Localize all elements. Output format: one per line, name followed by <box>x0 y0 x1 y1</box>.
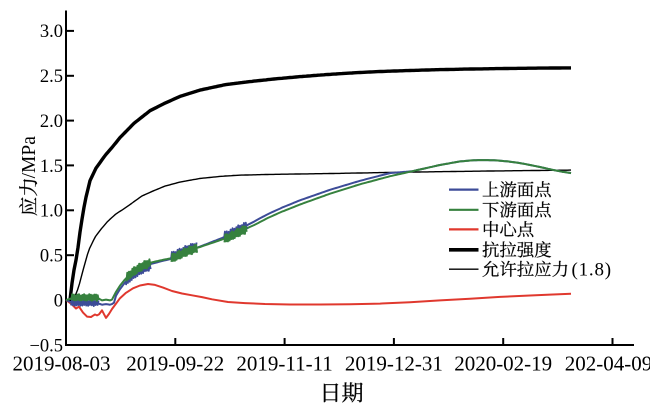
svg-text:2019-09-22: 2019-09-22 <box>126 352 224 376</box>
svg-text:(1.8): (1.8) <box>572 260 612 281</box>
svg-text:1.0: 1.0 <box>40 202 63 222</box>
svg-text:/MPa: /MPa <box>19 136 40 179</box>
svg-text:2019-12-31: 2019-12-31 <box>345 352 443 376</box>
svg-text:2019-08-03: 2019-08-03 <box>13 352 111 376</box>
svg-text:0: 0 <box>54 291 63 311</box>
svg-text:3.0: 3.0 <box>40 22 63 42</box>
svg-text:0.5: 0.5 <box>40 246 63 266</box>
svg-text:202-04-09: 202-04-09 <box>565 352 650 376</box>
svg-text:2.5: 2.5 <box>40 67 63 87</box>
svg-text:2019-11-11: 2019-11-11 <box>236 352 332 376</box>
svg-text:2020-02-19: 2020-02-19 <box>454 352 552 376</box>
svg-text:1.5: 1.5 <box>40 157 63 177</box>
svg-text:2.0: 2.0 <box>40 112 63 132</box>
svg-text:−0.5: −0.5 <box>29 336 63 356</box>
